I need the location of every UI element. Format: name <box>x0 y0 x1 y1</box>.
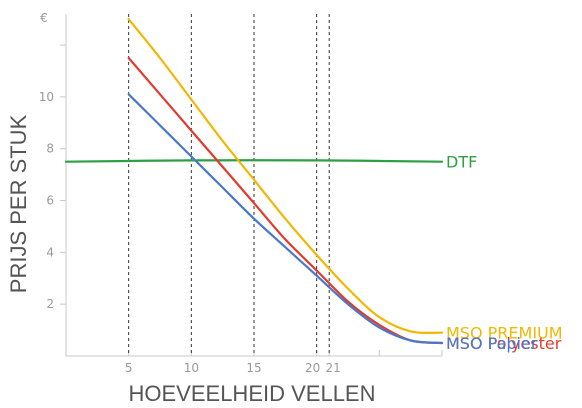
axes <box>60 14 443 357</box>
series-label-mso-polyester: MSO Polyester <box>446 334 562 353</box>
y-tick-label: 8 <box>46 142 54 156</box>
series-label-dtf: DTF <box>446 153 477 172</box>
x-axis-title: HOEVEELHEID VELLEN <box>129 381 376 406</box>
x-tick-label: 15 <box>246 361 261 375</box>
series-line-mso-polyester <box>127 56 444 345</box>
series-label-mso-papier: MSO Papier <box>446 334 538 353</box>
x-tick-label: 21 <box>326 361 341 375</box>
y-tick-label: 10 <box>39 90 54 104</box>
series-line-mso-premium <box>127 18 444 335</box>
series-lines <box>64 18 444 345</box>
y-tick-label: 4 <box>46 245 54 259</box>
series-line-mso-papier <box>127 93 444 345</box>
tick-labels: 2 4 6 8 10 5 10 15 20 21 <box>39 90 341 375</box>
series-label-mso-premium: MSO PREMIUM <box>446 324 563 343</box>
y-tick-label: 2 <box>46 297 54 311</box>
y-tick-label: 6 <box>46 194 54 208</box>
series-line-dtf <box>64 159 444 163</box>
vertical-dashed-lines <box>128 14 330 356</box>
y-axis-title: PRIJS PER STUK <box>6 114 31 293</box>
x-tick-label: 20 <box>305 361 320 375</box>
x-tick-label: 5 <box>125 361 133 375</box>
y-unit-label: € <box>40 11 48 25</box>
x-tick-label: 10 <box>184 361 199 375</box>
